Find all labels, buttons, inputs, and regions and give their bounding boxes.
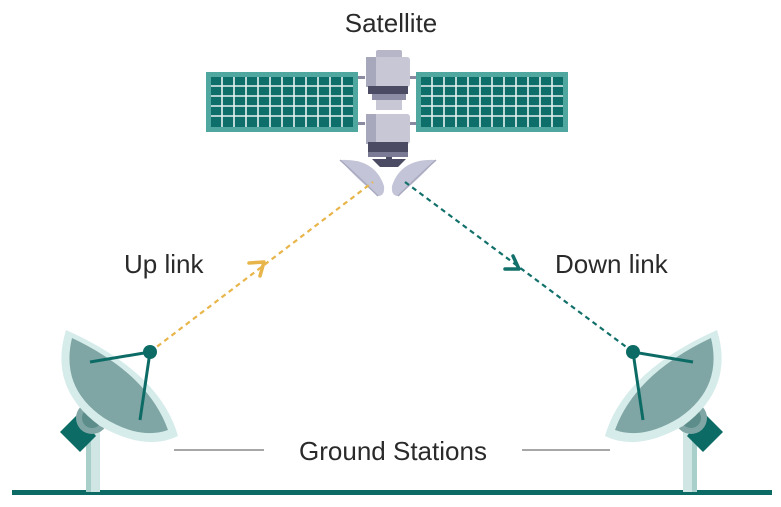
satellite-label: Satellite <box>345 8 438 38</box>
satellite-antennas <box>339 159 437 197</box>
uplink-arrow-icon <box>247 260 266 278</box>
uplink-label: Up link <box>124 249 204 279</box>
ground-stations-label: Ground Stations <box>299 436 487 466</box>
satellite-body <box>366 50 410 167</box>
ground-line <box>12 490 772 495</box>
uplink-beam <box>149 181 374 353</box>
downlink-beam <box>404 181 634 353</box>
downlink-label: Down link <box>555 249 669 279</box>
right-ground-station-icon <box>605 330 723 492</box>
downlink-arrow-icon <box>503 254 521 271</box>
right-solar-panel <box>416 72 568 132</box>
left-solar-panel <box>206 72 358 132</box>
satellite-icon <box>206 50 568 197</box>
left-ground-station-icon <box>60 330 178 492</box>
